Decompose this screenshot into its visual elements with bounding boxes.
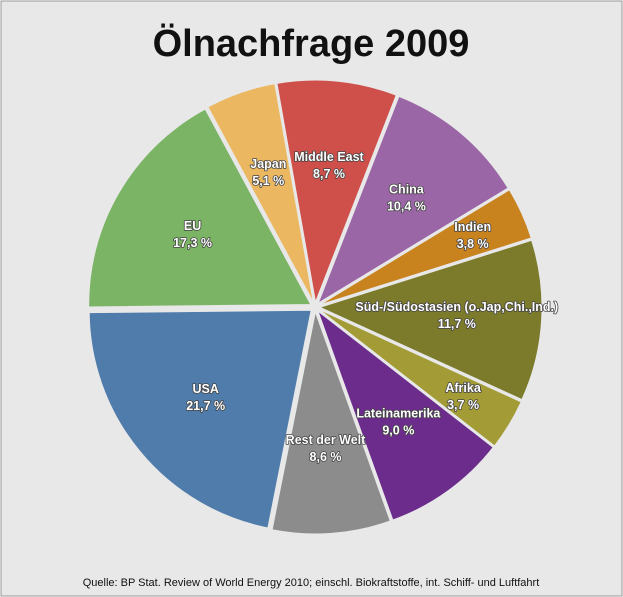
slice-value-label: 17,3 % xyxy=(173,236,212,250)
pie-slice xyxy=(316,309,494,521)
pie-slice xyxy=(318,239,543,401)
pie-slice xyxy=(207,83,314,303)
slice-value-label: 11,7 % xyxy=(438,317,476,331)
slice-value-label: 9,0 % xyxy=(382,423,414,437)
slice-label: Indien xyxy=(454,220,491,234)
pie-slice xyxy=(271,310,391,535)
slice-value-label: 3,7 % xyxy=(447,398,479,412)
slice-value-label: 8,6 % xyxy=(310,450,342,464)
pie-slice xyxy=(317,95,509,305)
slice-value-label: 10,4 % xyxy=(387,200,426,214)
slice-label: Japan xyxy=(250,157,286,171)
source-note: Quelle: BP Stat. Review of World Energy … xyxy=(83,577,540,589)
pie-slice xyxy=(88,108,312,308)
slice-label: EU xyxy=(184,219,201,233)
pie-slice xyxy=(88,309,312,529)
pie-slice xyxy=(276,79,397,304)
slice-value-label: 3,8 % xyxy=(457,237,489,251)
slice-label: Middle East xyxy=(294,150,364,164)
slice-label: Süd-/Südostasien (o.Jap,Chi.,Ind.) xyxy=(355,300,558,314)
slice-value-label: 8,7 % xyxy=(313,167,345,181)
slice-value-label: 21,7 % xyxy=(186,399,225,413)
slice-value-label: 5,1 % xyxy=(252,174,284,188)
slice-label: Afrika xyxy=(445,381,481,395)
pie-slice xyxy=(319,189,532,306)
slice-label: China xyxy=(389,183,425,197)
slice-label: Rest der Welt xyxy=(286,433,366,447)
slice-label: Lateinamerika xyxy=(356,406,441,420)
chart-title: Ölnachfrage 2009 xyxy=(153,22,470,65)
pie-slice xyxy=(318,309,522,447)
slice-label: USA xyxy=(192,382,218,396)
